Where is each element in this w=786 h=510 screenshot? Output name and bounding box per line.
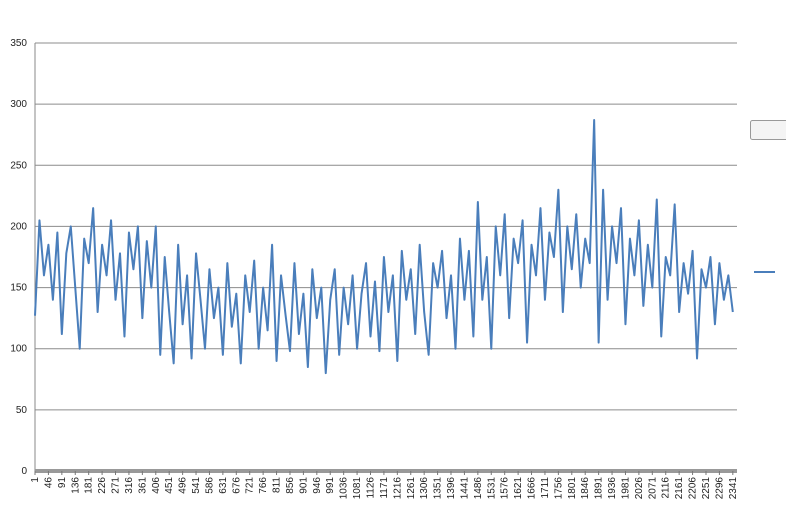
x-tick-label: 406 <box>151 477 162 494</box>
x-tick-label: 1441 <box>459 477 470 500</box>
x-tick-label: 1126 <box>365 477 376 499</box>
x-tick-label: 2071 <box>647 477 658 500</box>
x-tick-label: 2026 <box>634 477 645 500</box>
x-tick-label: 1306 <box>419 477 430 500</box>
y-tick-label: 150 <box>10 283 27 294</box>
y-tick-label: 50 <box>16 405 28 416</box>
x-tick-label: 1081 <box>352 477 363 500</box>
y-tick-label: 100 <box>10 344 27 355</box>
x-tick-label: 1891 <box>594 477 605 500</box>
x-tick-label: 1036 <box>339 477 350 500</box>
x-tick-label: 1666 <box>527 477 538 500</box>
x-tick-label: 1171 <box>379 477 390 499</box>
x-tick-label: 721 <box>245 477 256 494</box>
x-tick-label: 2206 <box>688 477 699 500</box>
tooltip-box <box>750 120 786 140</box>
x-tick-label: 316 <box>124 477 135 494</box>
x-tick-label: 181 <box>84 477 95 494</box>
x-tick-label: 1216 <box>392 477 403 500</box>
x-tick-label: 271 <box>111 477 122 494</box>
x-tick-label: 2116 <box>661 477 672 499</box>
x-tick-label: 946 <box>312 477 323 494</box>
x-tick-label: 361 <box>137 477 148 494</box>
y-tick-label: 250 <box>10 160 27 171</box>
y-tick-label: 350 <box>10 38 27 49</box>
y-tick-label: 300 <box>10 99 27 110</box>
x-tick-label: 1801 <box>567 477 578 500</box>
x-tick-label: 1711 <box>540 477 551 499</box>
x-tick-label: 1576 <box>500 477 511 500</box>
x-tick-label: 676 <box>231 477 242 494</box>
x-tick-label: 1621 <box>513 477 524 500</box>
y-tick-label: 0 <box>21 466 27 477</box>
x-tick-label: 2341 <box>728 477 739 500</box>
x-tick-label: 451 <box>164 477 175 494</box>
x-axis <box>35 469 737 473</box>
x-tick-label: 1486 <box>473 477 484 500</box>
x-tick-label: 2161 <box>674 477 685 500</box>
x-tick-label: 1 <box>30 477 41 483</box>
x-tick-label: 1846 <box>580 477 591 500</box>
x-tick-label: 1756 <box>553 477 564 500</box>
x-tick-label: 496 <box>178 477 189 494</box>
y-tick-label: 200 <box>10 221 27 232</box>
x-tick-label: 991 <box>325 477 336 494</box>
x-tick-label: 1396 <box>446 477 457 500</box>
x-tick-label: 46 <box>43 477 54 489</box>
x-tick-label: 811 <box>272 477 283 493</box>
x-tick-label: 586 <box>204 477 215 494</box>
x-tick-label: 901 <box>298 477 309 494</box>
x-tick-label: 856 <box>285 477 296 494</box>
x-tick-label: 1261 <box>406 477 417 500</box>
x-tick-label: 1981 <box>620 477 631 500</box>
x-tick-label: 541 <box>191 477 202 494</box>
x-tick-label: 2296 <box>714 477 725 500</box>
x-tick-label: 766 <box>258 477 269 494</box>
x-tick-label: 1936 <box>607 477 618 500</box>
series-line <box>34 119 734 375</box>
x-tick-label: 1531 <box>486 477 497 500</box>
x-tick-label: 2251 <box>701 477 712 500</box>
x-tick-label: 136 <box>70 477 81 494</box>
x-tick-label: 91 <box>57 477 68 489</box>
x-tick-label: 631 <box>218 477 229 494</box>
x-tick-label: 226 <box>97 477 108 494</box>
x-tick-label: 1351 <box>433 477 444 500</box>
